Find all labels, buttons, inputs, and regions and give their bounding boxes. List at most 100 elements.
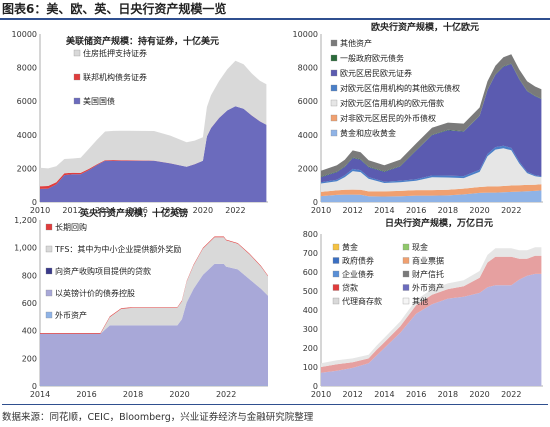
- legend-label: 长期回购: [55, 222, 87, 232]
- x-tick-label: 2016: [406, 206, 426, 215]
- x-tick-label: 2016: [406, 390, 426, 399]
- legend-label: 现金: [412, 242, 428, 252]
- legend-swatch: [330, 99, 338, 107]
- y-tick-label: 600: [22, 299, 37, 308]
- x-tick-label: 2012: [62, 206, 82, 215]
- legend-label: 外币资产: [412, 283, 444, 293]
- series-area-以英镑计价的债券控股: [40, 263, 268, 386]
- y-tick-label: 600: [303, 268, 318, 277]
- x-tick-label: 2010: [311, 206, 331, 215]
- series-area-黄金和应收黄金: [321, 190, 542, 202]
- legend-swatch: [73, 97, 81, 105]
- y-tick-label: 400: [303, 306, 318, 315]
- y-tick-label: 700: [303, 249, 318, 258]
- x-tick-label: 2022: [501, 206, 521, 215]
- legend-swatch: [332, 297, 340, 305]
- y-tick-label: 100: [303, 363, 318, 372]
- x-tick-label: 2012: [343, 390, 363, 399]
- legend-swatch: [330, 84, 338, 92]
- legend-swatch: [332, 270, 340, 278]
- chart-title: 英央行资产规模，十亿英镑: [79, 207, 188, 219]
- legend-swatch: [45, 289, 53, 297]
- series-area-TFS：其中为中小企业提供额外奖励: [40, 237, 268, 334]
- legend-label: 对欧元区信用机构的欧元借款: [340, 98, 444, 108]
- series-area-住房抵押支持证券: [40, 60, 267, 187]
- x-tick-label: 2018: [438, 390, 458, 399]
- x-tick-label: 2020: [469, 390, 489, 399]
- legend-swatch: [402, 297, 410, 305]
- legend-label: 其他: [412, 296, 428, 306]
- legend-label: 对欧元区信用机构的其他欧元债权: [340, 83, 460, 93]
- figure-title: 图表6：美、欧、英、日央行资产规模一览: [0, 0, 550, 20]
- y-tick-label: 2000: [298, 164, 318, 173]
- legend-swatch: [73, 49, 81, 57]
- y-tick-label: 8000: [17, 64, 37, 73]
- legend-label: 贷款: [342, 283, 358, 293]
- legend-label: 商业票据: [412, 256, 444, 266]
- series-area-贷款: [321, 255, 542, 373]
- legend-swatch: [332, 284, 340, 291]
- y-tick-label: 800: [22, 271, 37, 280]
- x-tick-label: 2022: [225, 206, 245, 215]
- legend-swatch: [330, 39, 338, 47]
- x-tick-label: 2018: [160, 206, 180, 215]
- legend-swatch: [45, 311, 53, 319]
- x-tick-label: 2014: [30, 390, 50, 399]
- x-tick-label: 2022: [501, 390, 521, 399]
- boj-chart: 0 100 200 300 400 500 600 700 800 2010 2012 2014 201…: [303, 217, 543, 399]
- legend-swatch: [330, 69, 338, 77]
- y-tick-label: 800: [303, 230, 318, 239]
- x-tick-label: 2010: [311, 390, 331, 399]
- y-tick-label: 10000: [12, 30, 37, 39]
- legend-label: 外币资产: [55, 310, 87, 320]
- y-tick-label: 4000: [298, 131, 318, 140]
- legend-label: TFS：其中为中小企业提供额外奖励: [54, 244, 181, 254]
- boj-chart-panel: 0 100 200 300 400 500 600 700 800 2010 2012 2014 201…: [275, 206, 550, 404]
- y-tick-label: 6000: [298, 97, 318, 106]
- figure-title-text: 图表6：美、欧、英、日央行资产规模一览: [2, 2, 227, 16]
- legend-label: 住房抵押支持证券: [83, 48, 147, 58]
- x-tick-label: 2010: [30, 206, 50, 215]
- legend-swatch: [330, 129, 338, 137]
- legend-swatch: [332, 257, 340, 264]
- legend-label: 对非欧元区居民的外币债权: [340, 113, 436, 123]
- legend-label: 一般政府欧元债务: [340, 53, 404, 63]
- legend-swatch: [402, 257, 410, 264]
- y-tick-label: 1,000: [14, 244, 37, 253]
- legend-label: 政府债券: [342, 256, 374, 266]
- x-tick-label: 2014: [95, 206, 115, 215]
- legend-swatch: [402, 243, 410, 251]
- legend-label: 向资产收购项目提供的贷款: [55, 266, 151, 276]
- legend-swatch: [330, 114, 338, 122]
- legend-label: 欧元区居民欧元证券: [340, 68, 412, 78]
- y-tick-label: 10000: [293, 30, 318, 39]
- chart-title: 日央行资产规模，万亿日元: [385, 217, 493, 229]
- y-tick-label: 0: [32, 198, 37, 207]
- fed-chart: 0 2000 4000 6000 8000 10000 2010 2012 2014 2016 20…: [12, 30, 268, 215]
- series-area-对非欧元区居民的外币债权: [321, 184, 542, 197]
- legend-label: 联邦机构债务证券: [83, 72, 147, 82]
- y-tick-label: 0: [313, 198, 318, 207]
- legend-swatch: [73, 73, 81, 81]
- y-tick-label: 4000: [17, 131, 37, 140]
- chart-title: 欧央行资产规模，十亿欧元: [371, 22, 479, 33]
- legend-label: 代理商存款: [342, 296, 382, 306]
- y-tick-label: 200: [303, 344, 318, 353]
- legend-label: 以英镑计价的债券控股: [55, 288, 135, 298]
- legend-label: 其他资产: [340, 38, 372, 48]
- legend-swatch: [45, 223, 53, 231]
- x-tick-label: 2016: [128, 206, 148, 215]
- x-tick-label: 2016: [76, 390, 96, 399]
- legend-swatch: [45, 245, 53, 253]
- boe-chart-panel: 0 200 400 600 800 1,000 1,200 2014 2016 2018 2020 2…: [0, 206, 275, 404]
- x-tick-label: 2020: [193, 206, 213, 215]
- y-tick-label: 1,200: [14, 216, 37, 225]
- x-tick-label: 2014: [374, 390, 394, 399]
- series-area-美国国债: [40, 106, 267, 202]
- legend-label: 黄金和应收黄金: [340, 128, 396, 138]
- x-tick-label: 2012: [343, 206, 363, 215]
- ecb-chart-panel: 0 2000 4000 6000 8000 10000 2010 2012 2014 2016 20…: [275, 22, 550, 220]
- legend-label: 黄金: [342, 242, 358, 252]
- x-tick-label: 2022: [216, 390, 236, 399]
